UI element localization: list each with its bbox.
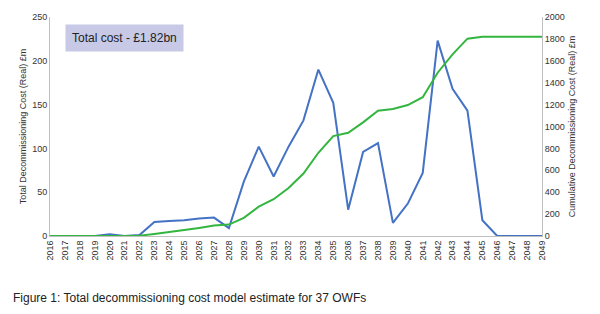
svg-text:2049: 2049 bbox=[537, 241, 547, 261]
svg-text:250: 250 bbox=[32, 12, 47, 22]
svg-text:2020: 2020 bbox=[105, 241, 115, 261]
svg-text:2027: 2027 bbox=[209, 241, 219, 261]
svg-text:Total cost - £1.82bn: Total cost - £1.82bn bbox=[72, 31, 177, 45]
svg-text:2023: 2023 bbox=[149, 241, 159, 261]
svg-text:2019: 2019 bbox=[90, 241, 100, 261]
svg-text:Total Decommissioning Cost (Re: Total Decommissioning Cost (Real) £m bbox=[18, 49, 28, 205]
svg-text:2021: 2021 bbox=[119, 241, 129, 261]
svg-text:2028: 2028 bbox=[224, 241, 234, 261]
svg-text:1000: 1000 bbox=[545, 122, 565, 132]
svg-text:2046: 2046 bbox=[492, 241, 502, 261]
svg-text:2025: 2025 bbox=[179, 241, 189, 261]
svg-text:1200: 1200 bbox=[545, 100, 565, 110]
svg-text:2044: 2044 bbox=[462, 241, 472, 261]
svg-text:2024: 2024 bbox=[164, 241, 174, 261]
svg-text:2026: 2026 bbox=[194, 241, 204, 261]
svg-text:2047: 2047 bbox=[507, 241, 517, 261]
svg-text:2016: 2016 bbox=[45, 241, 55, 261]
svg-text:2048: 2048 bbox=[522, 241, 532, 261]
svg-text:2034: 2034 bbox=[313, 241, 323, 261]
svg-text:100: 100 bbox=[32, 144, 47, 154]
svg-text:2041: 2041 bbox=[418, 241, 428, 261]
svg-text:1800: 1800 bbox=[545, 34, 565, 44]
svg-text:400: 400 bbox=[545, 187, 560, 197]
svg-text:50: 50 bbox=[37, 187, 47, 197]
svg-text:0: 0 bbox=[42, 231, 47, 241]
svg-text:0: 0 bbox=[545, 231, 550, 241]
svg-text:2045: 2045 bbox=[477, 241, 487, 261]
svg-text:2038: 2038 bbox=[373, 241, 383, 261]
svg-text:600: 600 bbox=[545, 165, 560, 175]
svg-text:1600: 1600 bbox=[545, 56, 565, 66]
svg-text:Figure 1: Total decommissionin: Figure 1: Total decommissioning cost mod… bbox=[13, 291, 366, 305]
svg-text:2000: 2000 bbox=[545, 12, 565, 22]
svg-text:2037: 2037 bbox=[358, 241, 368, 261]
svg-text:2032: 2032 bbox=[283, 241, 293, 261]
svg-text:2031: 2031 bbox=[269, 241, 279, 261]
svg-text:2042: 2042 bbox=[433, 241, 443, 261]
svg-text:200: 200 bbox=[545, 209, 560, 219]
svg-text:2040: 2040 bbox=[403, 241, 413, 261]
svg-text:2036: 2036 bbox=[343, 241, 353, 261]
svg-text:2039: 2039 bbox=[388, 241, 398, 261]
svg-text:2029: 2029 bbox=[239, 241, 249, 261]
svg-text:200: 200 bbox=[32, 56, 47, 66]
svg-text:Cumulative Decommissioning Cos: Cumulative Decommissioning Cost (Real) £… bbox=[567, 36, 577, 218]
svg-text:2035: 2035 bbox=[328, 241, 338, 261]
svg-text:150: 150 bbox=[32, 100, 47, 110]
svg-text:2043: 2043 bbox=[447, 241, 457, 261]
svg-text:2033: 2033 bbox=[298, 241, 308, 261]
svg-text:2017: 2017 bbox=[60, 241, 70, 261]
svg-text:1400: 1400 bbox=[545, 78, 565, 88]
svg-text:800: 800 bbox=[545, 144, 560, 154]
svg-text:2030: 2030 bbox=[254, 241, 264, 261]
svg-text:2022: 2022 bbox=[134, 241, 144, 261]
svg-text:2018: 2018 bbox=[75, 241, 85, 261]
